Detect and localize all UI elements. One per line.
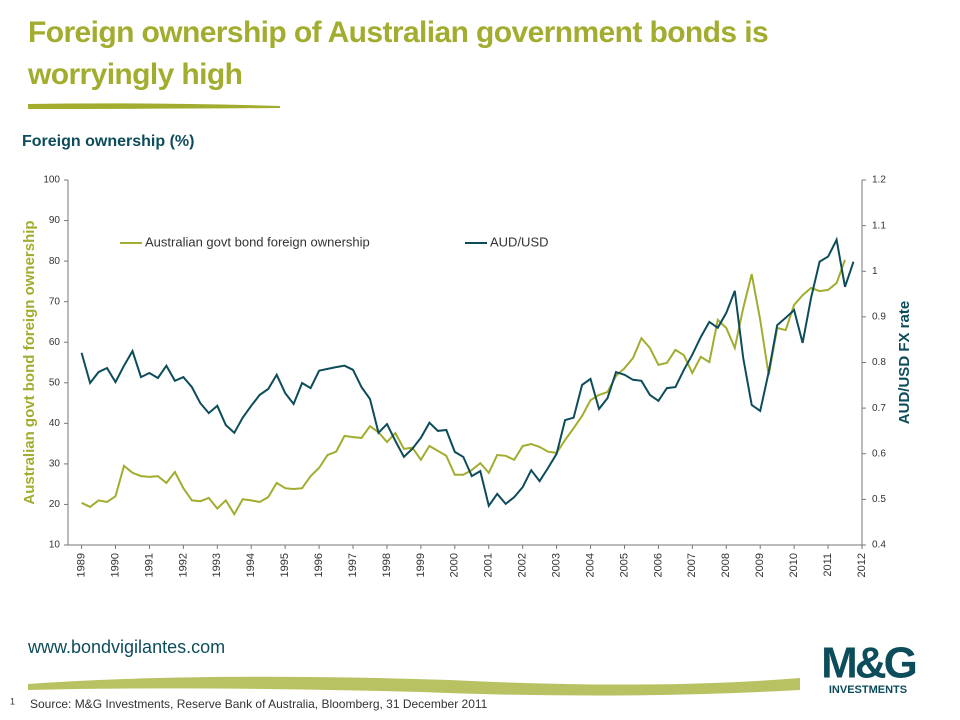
x-tick-label: 1993: [211, 553, 223, 577]
series-line: [80, 236, 855, 509]
x-tick-label: 2003: [551, 553, 563, 577]
x-tick-label: 2002: [517, 553, 529, 577]
y2-tick-label: 0.6: [872, 448, 886, 459]
x-tick-label: 1994: [245, 553, 257, 577]
y-axis-title: Australian govt bond foreign ownership: [21, 220, 38, 504]
x-tick-label: 2006: [652, 553, 664, 577]
y2-axis-title: AUD/USD FX rate: [896, 301, 913, 424]
page-number: 1: [10, 696, 15, 706]
y-tick-label: 50: [49, 377, 61, 388]
source-note: Source: M&G Investments, Reserve Bank of…: [30, 697, 488, 711]
x-tick-label: 1999: [415, 553, 427, 577]
x-tick-label: 2004: [584, 553, 596, 577]
x-tick-label: 1991: [143, 553, 155, 577]
series-line: [81, 259, 846, 517]
y2-tick-label: 0.9: [872, 312, 886, 323]
x-tick-label: 1992: [177, 553, 189, 577]
title-underline: [28, 103, 280, 109]
y2-tick-label: 0.8: [872, 357, 886, 368]
y2-tick-label: 1.1: [872, 220, 886, 231]
x-tick-label: 2005: [618, 553, 630, 577]
x-tick-label: 2007: [686, 553, 698, 577]
y2-tick-label: 0.7: [872, 403, 886, 414]
legend-label: AUD/USD: [490, 234, 549, 249]
chart-subtitle: Foreign ownership (%): [22, 133, 194, 150]
y2-tick-label: 0.4: [872, 540, 886, 551]
y-tick-label: 20: [49, 499, 61, 510]
x-tick-label: 2011: [822, 553, 834, 577]
y2-tick-label: 1: [872, 266, 878, 277]
website-url[interactable]: www.bondvigilantes.com: [27, 637, 225, 657]
footer-brush: [28, 676, 800, 696]
y-tick-label: 100: [43, 175, 60, 186]
logo-mark: M&G: [821, 639, 915, 688]
y2-tick-label: 1.2: [872, 175, 886, 186]
x-tick-label: 1996: [313, 553, 325, 577]
x-tick-label: 1998: [381, 553, 393, 577]
x-tick-label: 2012: [856, 553, 868, 577]
y-tick-label: 60: [49, 337, 61, 348]
y-tick-label: 70: [49, 296, 61, 307]
y-tick-label: 40: [49, 418, 61, 429]
y-tick-label: 80: [49, 256, 61, 267]
x-tick-label: 1990: [109, 553, 121, 577]
x-tick-label: 2001: [483, 553, 495, 577]
legend-label: Australian govt bond foreign ownership: [145, 234, 370, 249]
x-tick-label: 2009: [754, 553, 766, 577]
x-tick-label: 2000: [449, 553, 461, 577]
x-tick-label: 2010: [788, 553, 800, 577]
slide-title: Foreign ownership of Australian governme…: [28, 16, 769, 91]
x-tick-label: 1997: [347, 553, 359, 577]
x-tick-label: 1989: [75, 553, 87, 577]
y-tick-label: 30: [49, 459, 61, 470]
x-tick-label: 2008: [720, 553, 732, 577]
y-tick-label: 10: [49, 540, 61, 551]
y-tick-label: 90: [49, 215, 61, 226]
y2-tick-label: 0.5: [872, 494, 886, 505]
x-tick-label: 1995: [279, 553, 291, 577]
logo-text: INVESTMENTS: [829, 684, 907, 696]
